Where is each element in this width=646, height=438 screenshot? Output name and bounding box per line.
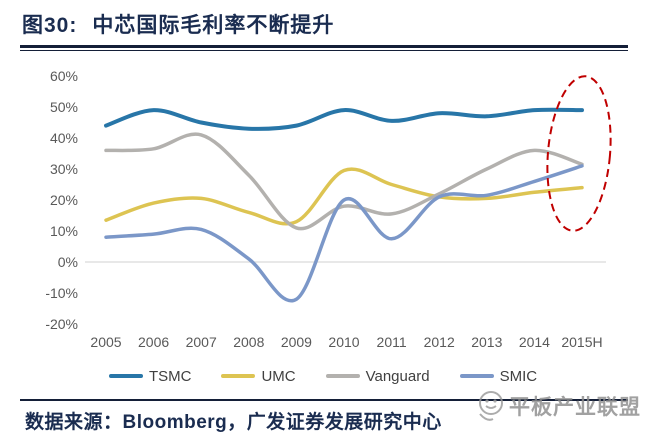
x-axis-tick: 2005 <box>90 334 121 350</box>
footer-rule <box>20 399 628 401</box>
series-line-vanguard <box>104 132 584 231</box>
x-axis-tick: 2007 <box>186 334 217 350</box>
x-axis-tick: 2010 <box>328 334 359 350</box>
legend-swatch-tsmc <box>108 374 143 378</box>
data-source-text: 数据来源：Bloomberg，广发证券发展研究中心 <box>25 412 442 433</box>
legend-item-smic: SMIC <box>459 367 538 385</box>
series-line-umc <box>104 167 584 226</box>
x-axis-tick: 2008 <box>233 334 264 350</box>
legend-swatch-smic <box>459 374 494 378</box>
series-line-tsmc <box>104 107 584 131</box>
series-line-smic <box>104 164 584 303</box>
title-underline <box>20 45 628 51</box>
alliance-logo-icon <box>479 391 503 421</box>
chart-legend: TSMC UMC Vanguard SMIC <box>0 363 646 389</box>
watermark: 平板产业联盟 <box>475 389 641 423</box>
y-axis-tick: 60% <box>50 68 78 84</box>
y-axis-tick: 10% <box>50 223 78 239</box>
figure-header: 图30: 中芯国际毛利率不断提升 <box>0 0 646 39</box>
legend-item-tsmc: TSMC <box>108 367 192 385</box>
y-axis-tick: -20% <box>45 316 78 332</box>
legend-swatch-umc <box>221 374 256 378</box>
figure-number: 图30: <box>22 14 78 37</box>
title-underline-thin <box>20 50 628 51</box>
x-axis-tick: 2015H <box>561 334 602 350</box>
legend-label: Vanguard <box>365 367 430 385</box>
watermark-text: 平板产业联盟 <box>509 396 641 419</box>
y-axis-tick: -10% <box>45 285 78 301</box>
legend-label: SMIC <box>499 367 538 385</box>
legend-item-vanguard: Vanguard <box>325 367 430 385</box>
x-axis-tick: 2013 <box>471 334 502 350</box>
title-underline-thick <box>20 45 628 48</box>
figure-title-text: 中芯国际毛利率不断提升 <box>92 14 335 37</box>
x-axis-tick: 2009 <box>281 334 312 350</box>
y-axis-tick: 20% <box>50 192 78 208</box>
x-axis-tick: 2006 <box>138 334 169 350</box>
y-axis-tick: 40% <box>50 130 78 146</box>
gross-margin-line-chart: 60% 50% 40% 30% 20% 10% 0% -10% -20% 2005 2006 2007… <box>0 51 646 363</box>
y-axis-tick: 30% <box>50 161 78 177</box>
y-axis-tick: 0% <box>58 254 78 270</box>
y-axis-tick: 50% <box>50 99 78 115</box>
legend-swatch-vanguard <box>325 374 360 378</box>
legend-label: UMC <box>261 367 296 385</box>
figure-footer: 数据来源：Bloomberg，广发证券发展研究中心 <box>0 399 646 434</box>
chart-canvas: 60% 50% 40% 30% 20% 10% 0% -10% -20% 2005 2006 2007… <box>45 68 612 350</box>
legend-label: TSMC <box>148 367 192 385</box>
highlight-ellipse <box>546 75 612 232</box>
legend-item-umc: UMC <box>221 367 296 385</box>
x-axis-tick: 2014 <box>519 334 550 350</box>
x-axis-tick: 2012 <box>424 334 455 350</box>
figure-title: 图30: 中芯国际毛利率不断提升 <box>22 9 628 39</box>
x-axis-tick: 2011 <box>377 334 407 350</box>
